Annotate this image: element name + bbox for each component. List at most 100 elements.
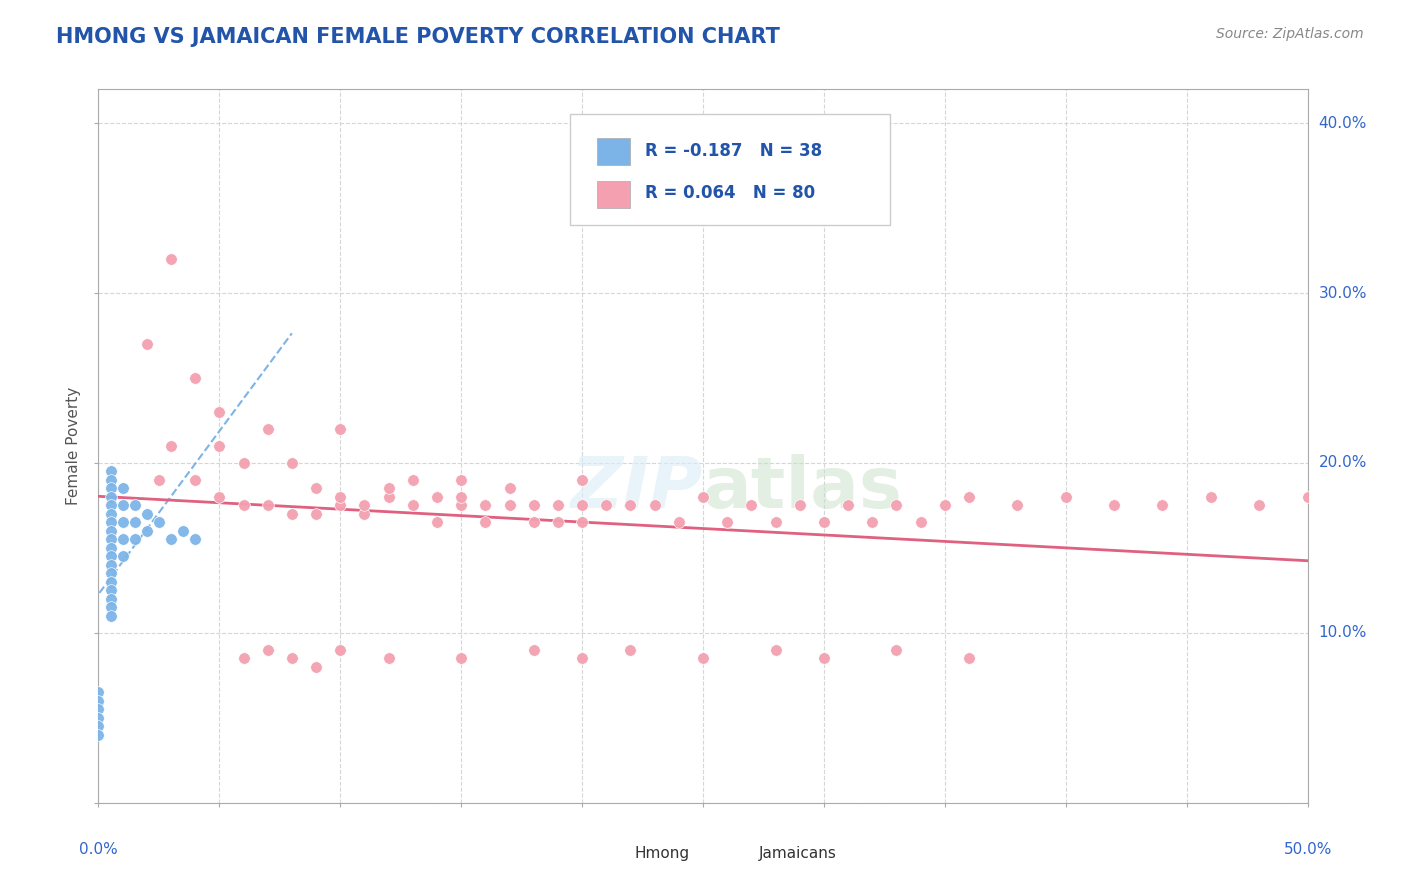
Point bbox=[450, 499, 472, 513]
Point bbox=[160, 252, 183, 266]
Point bbox=[619, 643, 641, 657]
Point bbox=[740, 499, 762, 513]
FancyBboxPatch shape bbox=[724, 844, 751, 865]
Point bbox=[523, 643, 546, 657]
FancyBboxPatch shape bbox=[569, 114, 890, 225]
Point bbox=[353, 499, 375, 513]
Point bbox=[256, 499, 278, 513]
Point bbox=[1054, 490, 1077, 504]
Point bbox=[232, 651, 254, 665]
Point bbox=[1007, 499, 1029, 513]
Text: Source: ZipAtlas.com: Source: ZipAtlas.com bbox=[1216, 27, 1364, 41]
FancyBboxPatch shape bbox=[596, 137, 630, 165]
Point bbox=[571, 473, 593, 487]
Point bbox=[305, 507, 328, 521]
Point bbox=[100, 558, 122, 572]
Point bbox=[957, 490, 980, 504]
Text: Hmong: Hmong bbox=[634, 846, 689, 861]
Point bbox=[765, 516, 787, 530]
Text: HMONG VS JAMAICAN FEMALE POVERTY CORRELATION CHART: HMONG VS JAMAICAN FEMALE POVERTY CORRELA… bbox=[56, 27, 780, 46]
Point bbox=[305, 482, 328, 496]
Point bbox=[124, 516, 146, 530]
Point bbox=[644, 499, 666, 513]
Point bbox=[100, 533, 122, 547]
Point bbox=[184, 533, 207, 547]
Point bbox=[111, 482, 134, 496]
Point bbox=[329, 422, 352, 436]
Point bbox=[100, 524, 122, 538]
Point bbox=[172, 524, 194, 538]
Text: ZIP: ZIP bbox=[571, 454, 703, 524]
Point bbox=[934, 499, 956, 513]
Point bbox=[111, 516, 134, 530]
Point bbox=[100, 516, 122, 530]
Point bbox=[100, 608, 122, 623]
Point bbox=[208, 405, 231, 419]
Point bbox=[716, 516, 738, 530]
Point bbox=[100, 566, 122, 581]
Point bbox=[100, 499, 122, 513]
Point bbox=[148, 516, 170, 530]
Point bbox=[100, 473, 122, 487]
Point bbox=[135, 337, 157, 351]
Point bbox=[111, 499, 134, 513]
Point bbox=[111, 549, 134, 564]
Point bbox=[100, 482, 122, 496]
Text: 0.0%: 0.0% bbox=[79, 842, 118, 856]
Point bbox=[100, 600, 122, 615]
Point bbox=[523, 499, 546, 513]
Point bbox=[498, 482, 520, 496]
Point bbox=[1152, 499, 1174, 513]
Point bbox=[1249, 499, 1271, 513]
Point bbox=[886, 643, 908, 657]
Point bbox=[1296, 490, 1319, 504]
Point bbox=[87, 694, 110, 708]
Point bbox=[281, 507, 304, 521]
Point bbox=[571, 651, 593, 665]
Point bbox=[377, 482, 399, 496]
Point bbox=[148, 473, 170, 487]
Point bbox=[619, 499, 641, 513]
Point bbox=[184, 371, 207, 385]
Point bbox=[232, 456, 254, 470]
Point bbox=[100, 583, 122, 598]
Point bbox=[474, 499, 496, 513]
Text: 20.0%: 20.0% bbox=[1319, 456, 1367, 470]
Point bbox=[100, 490, 122, 504]
Point bbox=[377, 651, 399, 665]
Point bbox=[813, 516, 835, 530]
Point bbox=[87, 719, 110, 733]
Point bbox=[208, 490, 231, 504]
Point bbox=[232, 499, 254, 513]
Text: R = 0.064   N = 80: R = 0.064 N = 80 bbox=[645, 185, 815, 202]
Point bbox=[450, 651, 472, 665]
Point bbox=[886, 499, 908, 513]
Point bbox=[498, 499, 520, 513]
Point bbox=[668, 516, 690, 530]
FancyBboxPatch shape bbox=[596, 180, 630, 208]
Text: Jamaicans: Jamaicans bbox=[759, 846, 837, 861]
Point bbox=[87, 685, 110, 699]
Point bbox=[160, 439, 183, 453]
Point bbox=[402, 499, 425, 513]
Text: 10.0%: 10.0% bbox=[1319, 625, 1367, 640]
Point bbox=[837, 499, 859, 513]
Point bbox=[692, 651, 714, 665]
Point bbox=[208, 439, 231, 453]
Point bbox=[571, 516, 593, 530]
Point bbox=[402, 473, 425, 487]
Point bbox=[87, 728, 110, 742]
Point bbox=[571, 499, 593, 513]
Point bbox=[256, 422, 278, 436]
Point bbox=[474, 516, 496, 530]
Point bbox=[377, 490, 399, 504]
Point bbox=[87, 711, 110, 725]
Point bbox=[910, 516, 932, 530]
Point bbox=[765, 643, 787, 657]
Point bbox=[87, 702, 110, 716]
Point bbox=[547, 499, 569, 513]
Point bbox=[1199, 490, 1222, 504]
Point bbox=[426, 516, 449, 530]
Text: R = -0.187   N = 38: R = -0.187 N = 38 bbox=[645, 142, 823, 160]
Point bbox=[135, 507, 157, 521]
